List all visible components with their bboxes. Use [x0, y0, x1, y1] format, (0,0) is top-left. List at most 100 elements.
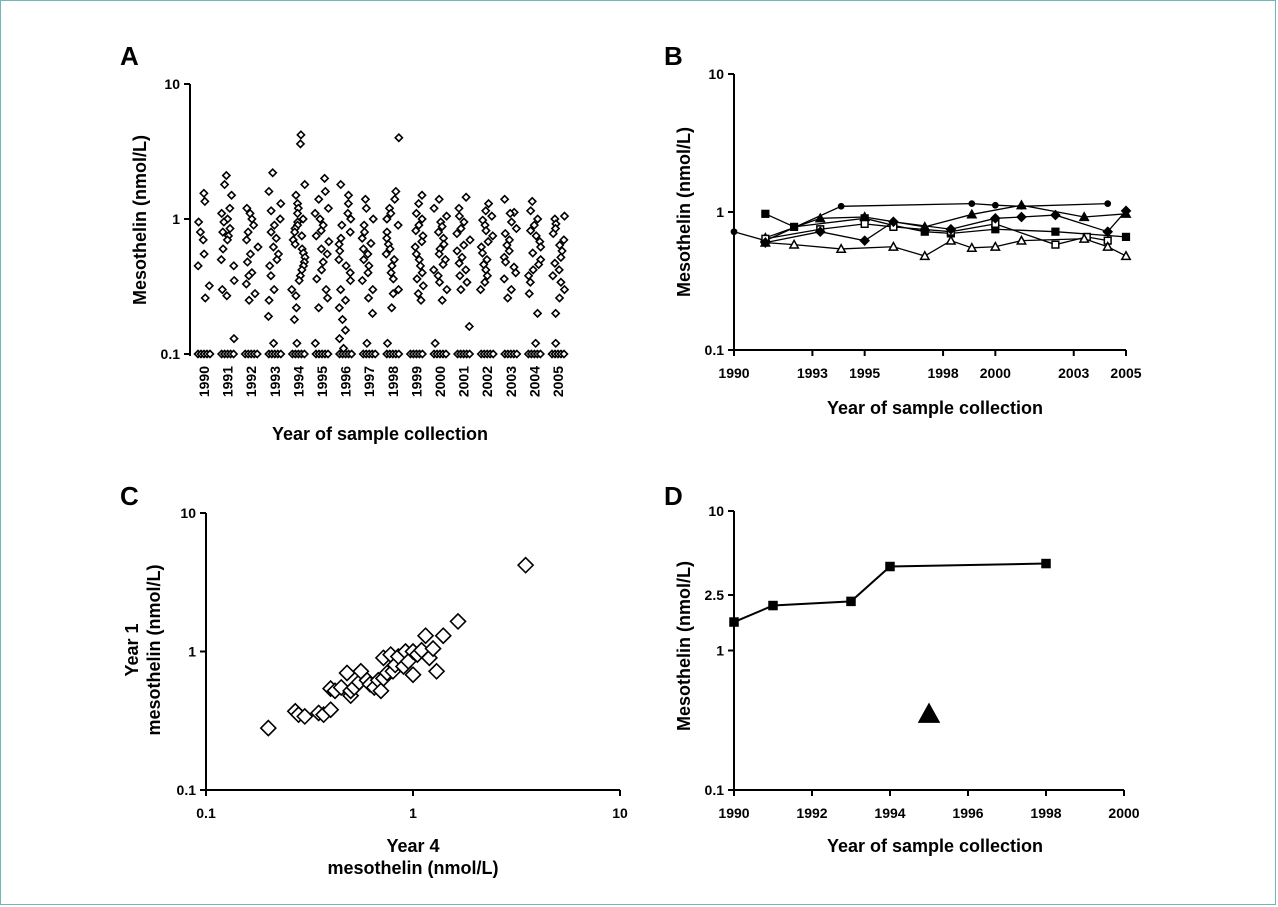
- panel-b-ytick-label: 1: [716, 204, 724, 220]
- panel-a-point: [291, 303, 302, 313]
- panel-a-point: [243, 227, 253, 237]
- panel-a-point: [510, 267, 521, 278]
- panel-a-ytick-label: 0.1: [161, 346, 181, 362]
- panel-a-point: [483, 198, 494, 209]
- panel-a-point: [388, 288, 398, 299]
- panel-a-point: [393, 220, 403, 230]
- panel-a-point: [412, 274, 422, 284]
- panel-b-series-marker: [1016, 211, 1027, 223]
- panel-b-series-marker: [1015, 199, 1027, 210]
- panel-b-series-line: [765, 204, 1127, 239]
- panel-b-ytick-label: 0.1: [705, 342, 725, 358]
- panel-d-series-marker: [729, 617, 739, 627]
- panel-b-series-marker: [991, 201, 999, 209]
- panel-letter-b: B: [664, 41, 683, 71]
- panel-a-point: [219, 179, 230, 190]
- panel-a-point: [413, 288, 424, 299]
- panel-a-ytick-label: 10: [164, 76, 180, 92]
- panel-c-point: [427, 662, 446, 680]
- panel-a-point: [222, 291, 232, 301]
- panel-b-series-marker: [1120, 205, 1132, 217]
- panel-b-xtick-label: 1993: [797, 365, 828, 381]
- panel-a-point: [193, 261, 203, 271]
- panel-a-point: [363, 249, 373, 259]
- panel-a-point: [459, 240, 469, 250]
- panel-a-point: [229, 261, 239, 271]
- panel-a-point: [502, 293, 513, 303]
- panel-a-point: [391, 186, 401, 197]
- panel-a-point: [229, 333, 239, 344]
- panel-a-point: [222, 235, 233, 245]
- panel-a-point: [370, 349, 380, 359]
- panel-a-point: [241, 279, 252, 289]
- panel-a-point: [439, 239, 449, 249]
- panel-a-point: [268, 242, 279, 252]
- panel-b-series-marker: [919, 250, 931, 261]
- panel-a-point: [244, 295, 254, 306]
- panel-b-series-marker: [966, 208, 978, 219]
- panel-a-point: [225, 223, 235, 234]
- panel-a-point: [394, 132, 404, 143]
- panel-a-point: [300, 179, 310, 190]
- panel-d: D Mesothelin (nmol/L) Year of sample col…: [664, 481, 1140, 856]
- panel-a-point: [418, 281, 428, 291]
- panel-a-point: [198, 235, 208, 245]
- panel-a-point: [359, 227, 370, 237]
- panel-a-xtick-label: 2000: [432, 366, 448, 397]
- panel-a-point: [388, 274, 399, 284]
- panel-a-point: [345, 267, 355, 278]
- panel-a-point: [499, 274, 509, 284]
- panel-a-point: [334, 303, 345, 313]
- panel-a-point: [430, 338, 440, 349]
- panel-a-point: [193, 217, 204, 227]
- panel-a-point: [313, 303, 324, 313]
- panel-a-point: [475, 284, 486, 295]
- panel-a-point: [454, 211, 465, 221]
- panel-a-point: [314, 194, 324, 205]
- panel-b-series-line: [765, 210, 1127, 244]
- panel-a-point: [368, 284, 378, 295]
- panel-a-point: [310, 208, 320, 219]
- panel-a-point: [438, 259, 448, 270]
- panel-a-point: [199, 249, 209, 259]
- panel-c-y-axis-title-2: mesothelin (nmol/L): [144, 564, 164, 735]
- panel-a-point: [456, 223, 466, 234]
- panel-b-series-marker: [1104, 200, 1112, 207]
- panel-a-xtick-label: 1997: [361, 366, 377, 397]
- panel-a-point: [335, 284, 346, 295]
- panel-a-point: [382, 214, 392, 224]
- panel-a-point: [218, 227, 228, 237]
- panel-d-xtick-label: 1996: [952, 805, 983, 821]
- panel-a-point: [464, 349, 475, 359]
- panel-a-point: [525, 206, 536, 216]
- panel-b-series-marker: [1050, 209, 1061, 221]
- panel-a-point: [530, 338, 541, 349]
- panel-a-point: [298, 214, 308, 224]
- panel-a-point: [433, 270, 443, 281]
- panel-d-series-marker: [846, 596, 856, 607]
- panel-a-point: [316, 244, 327, 254]
- panel-a-point: [454, 258, 464, 268]
- panel-b-ytick-label: 10: [708, 66, 724, 82]
- panel-a-point: [346, 349, 357, 359]
- panel-a-point: [316, 265, 327, 275]
- panel-a-point: [296, 130, 306, 140]
- panel-a-point: [437, 295, 447, 306]
- panel-a-point: [511, 223, 522, 234]
- panel-b-series-marker: [837, 202, 845, 210]
- panel-a-point: [315, 214, 325, 224]
- panel-a-point: [242, 257, 253, 267]
- panel-a-point: [276, 198, 286, 209]
- panel-b-series-marker: [887, 241, 899, 251]
- panel-a-point: [488, 349, 498, 359]
- panel-a-point: [343, 208, 353, 219]
- panel-a-point: [411, 208, 422, 219]
- panel-a-point: [200, 196, 210, 207]
- panel-a-point: [225, 203, 235, 214]
- panel-a-point: [394, 349, 404, 359]
- panel-b-series-marker: [814, 212, 826, 223]
- panel-c-point: [416, 627, 435, 645]
- panel-a-point: [457, 252, 467, 263]
- panel-b-xtick-label: 2003: [1058, 365, 1089, 381]
- panel-a-point: [482, 270, 493, 281]
